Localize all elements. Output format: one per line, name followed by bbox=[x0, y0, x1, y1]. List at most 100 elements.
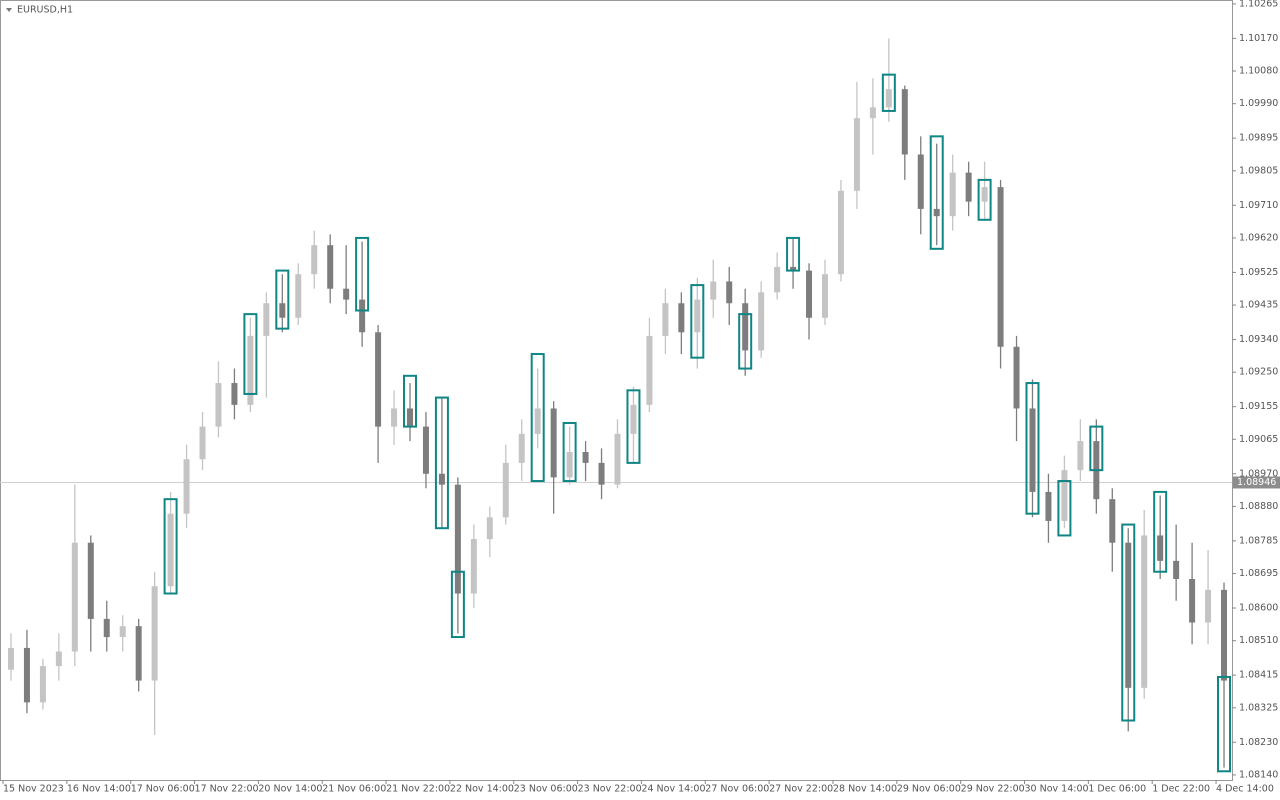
y-tick-label: 1.08785 bbox=[1239, 535, 1278, 546]
x-tick-label: 16 Nov 14:00 bbox=[67, 784, 131, 795]
candle-body bbox=[981, 187, 988, 202]
zone-box bbox=[275, 269, 290, 330]
candle-body bbox=[119, 626, 126, 638]
candle-body bbox=[247, 335, 254, 405]
zone-box bbox=[977, 178, 992, 221]
candle-body bbox=[742, 303, 749, 351]
x-tick-label: 22 Nov 14:00 bbox=[450, 784, 514, 795]
candle-body bbox=[774, 266, 781, 293]
candle-body bbox=[167, 513, 174, 587]
y-tick-label: 1.09990 bbox=[1239, 98, 1278, 109]
candle-body bbox=[518, 433, 525, 463]
zone-box bbox=[626, 389, 641, 464]
candle-body bbox=[1077, 441, 1084, 471]
y-tick-label: 1.08600 bbox=[1239, 603, 1278, 614]
candle-body bbox=[231, 383, 238, 405]
candle-body bbox=[694, 299, 701, 333]
candle-body bbox=[646, 335, 653, 405]
zone-box bbox=[530, 353, 545, 483]
candle-body bbox=[1045, 491, 1052, 521]
zone-box bbox=[1089, 425, 1104, 472]
y-tick-label: 1.10080 bbox=[1239, 66, 1278, 77]
y-tick-label: 1.09710 bbox=[1239, 200, 1278, 211]
candle-body bbox=[183, 459, 190, 514]
candle-body bbox=[71, 542, 78, 652]
candle-body bbox=[806, 270, 813, 318]
zone-box bbox=[1121, 523, 1136, 722]
zone-box bbox=[163, 498, 178, 595]
x-tick-label: 27 Nov 06:00 bbox=[705, 784, 769, 795]
candle-body bbox=[151, 586, 158, 681]
zone-box bbox=[881, 73, 896, 112]
x-tick-label: 17 Nov 22:00 bbox=[195, 784, 259, 795]
candle-body bbox=[917, 154, 924, 209]
candle-body bbox=[933, 208, 940, 217]
candle-body bbox=[566, 452, 573, 478]
candle-body bbox=[263, 303, 270, 336]
candle-body bbox=[103, 618, 110, 638]
current-price-label: 1.08946 bbox=[1237, 477, 1276, 488]
candle-body bbox=[790, 266, 797, 271]
y-tick-label: 1.08325 bbox=[1239, 702, 1278, 713]
candle-body bbox=[39, 666, 46, 703]
y-tick-label: 1.08415 bbox=[1239, 670, 1278, 681]
x-tick-label: 27 Nov 22:00 bbox=[769, 784, 833, 795]
chart-title: EURUSD,H1 bbox=[17, 5, 73, 16]
candle-body bbox=[1029, 408, 1036, 492]
y-tick-label: 1.08230 bbox=[1239, 737, 1278, 748]
zone-box bbox=[786, 236, 801, 272]
x-tick-label: 24 Nov 14:00 bbox=[641, 784, 705, 795]
zone-box bbox=[1217, 675, 1232, 773]
candle-body bbox=[1205, 589, 1212, 623]
zone-box bbox=[403, 374, 418, 428]
candle-body bbox=[821, 274, 828, 318]
zone-box bbox=[450, 570, 465, 639]
zone-box bbox=[562, 421, 577, 483]
candle-body bbox=[391, 408, 398, 427]
candle-body bbox=[438, 473, 445, 485]
x-tick-label: 28 Nov 14:00 bbox=[833, 784, 897, 795]
x-tick-label: 23 Nov 06:00 bbox=[514, 784, 578, 795]
symbol-menu-icon[interactable] bbox=[6, 8, 12, 12]
candle-body bbox=[215, 383, 222, 427]
zone-box bbox=[738, 313, 753, 370]
candle-body bbox=[279, 303, 286, 318]
candle-body bbox=[422, 426, 429, 474]
candle-body bbox=[343, 288, 350, 300]
y-tick-label: 1.09805 bbox=[1239, 165, 1278, 176]
candle-body bbox=[23, 647, 30, 703]
zone-box bbox=[929, 135, 944, 250]
candle-body bbox=[327, 245, 334, 289]
candle-body bbox=[901, 89, 908, 155]
x-tick-label: 29 Nov 06:00 bbox=[897, 784, 961, 795]
candle-body bbox=[853, 118, 860, 191]
zone-box bbox=[1153, 490, 1168, 573]
candle-body bbox=[1013, 346, 1020, 409]
candle-body bbox=[1109, 499, 1116, 543]
y-tick-label: 1.09340 bbox=[1239, 334, 1278, 345]
candle-body bbox=[837, 190, 844, 275]
y-tick-label: 1.09895 bbox=[1239, 133, 1278, 144]
x-tick-label: 23 Nov 22:00 bbox=[578, 784, 642, 795]
candle-body bbox=[1141, 535, 1148, 688]
candle-body bbox=[135, 626, 142, 681]
y-tick-label: 1.08510 bbox=[1239, 635, 1278, 646]
candle-body bbox=[869, 107, 876, 119]
candle-body bbox=[486, 517, 493, 540]
candle-body bbox=[550, 408, 557, 478]
candle-body bbox=[630, 404, 637, 434]
current-price-box bbox=[1233, 476, 1280, 489]
candle-body bbox=[582, 452, 589, 463]
candle-body bbox=[965, 172, 972, 202]
candle-body bbox=[710, 281, 717, 300]
candle-body bbox=[502, 462, 509, 518]
y-tick-label: 1.08695 bbox=[1239, 568, 1278, 579]
x-tick-label: 21 Nov 06:00 bbox=[322, 784, 386, 795]
zone-box bbox=[1025, 382, 1040, 515]
candle-body bbox=[598, 462, 605, 485]
candle-body bbox=[678, 303, 685, 333]
candle-body bbox=[454, 484, 461, 594]
x-tick-label: 29 Nov 22:00 bbox=[961, 784, 1025, 795]
candle-body bbox=[1157, 535, 1164, 561]
